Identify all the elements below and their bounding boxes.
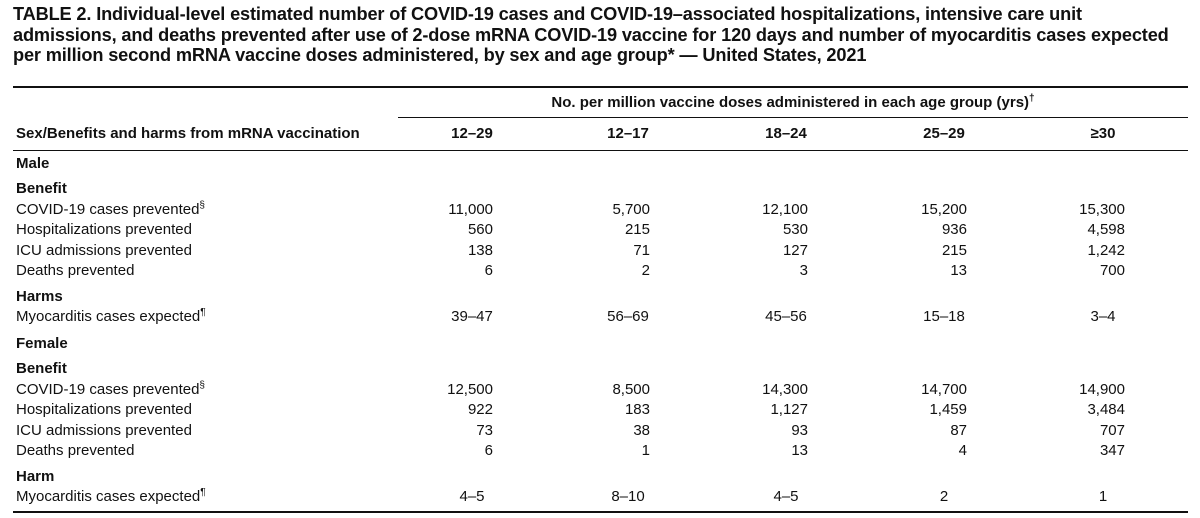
footnote-mark: § xyxy=(199,199,205,211)
table-cell: 530 xyxy=(782,221,808,238)
footnote-mark: § xyxy=(199,379,205,391)
table-cell: 1,127 xyxy=(770,401,808,418)
row-label-text: Deaths prevented xyxy=(16,262,135,279)
table-cell: 4–5 xyxy=(459,488,485,505)
table-cell: 73 xyxy=(476,421,493,439)
table-cell: 2 xyxy=(939,488,949,505)
table-cell: 71 xyxy=(633,241,650,259)
column-spanner-label: No. per million vaccine doses administer… xyxy=(551,94,1030,111)
table-cell: 700 xyxy=(1099,262,1125,279)
section-label: Female xyxy=(16,335,68,352)
row-label-text: ICU admissions prevented xyxy=(16,241,192,259)
table-cell: 1,459 xyxy=(929,401,967,418)
table-cell: 87 xyxy=(950,421,967,439)
table-cell: 560 xyxy=(467,221,493,238)
table-cell: 2 xyxy=(641,262,650,279)
table-cell: 4–5 xyxy=(773,488,799,505)
group-label: Benefit xyxy=(16,360,67,377)
top-rule xyxy=(13,86,1188,88)
table-cell: 8,500 xyxy=(612,380,650,398)
table-cell: 183 xyxy=(624,401,650,418)
row-label: ICU admissions prevented xyxy=(16,242,192,260)
row-label-text: Deaths prevented xyxy=(16,442,135,459)
row-label: ICU admissions prevented xyxy=(16,422,192,440)
table-cell: 38 xyxy=(633,421,650,439)
table-cell: 5,700 xyxy=(612,200,650,218)
table-cell: 13 xyxy=(791,442,808,459)
row-label-text: COVID-19 cases prevented xyxy=(16,200,200,218)
table-cell: 14,300 xyxy=(762,380,808,398)
group-label: Benefit xyxy=(16,180,67,197)
column-header: 12–29 xyxy=(451,125,493,142)
column-spanner-header: No. per million vaccine doses administer… xyxy=(398,94,1188,112)
table-cell: 215 xyxy=(941,241,967,259)
table-cell: 4,598 xyxy=(1087,221,1125,238)
row-label-text: Hospitalizations prevented xyxy=(16,221,192,238)
row-label-text: COVID-19 cases prevented xyxy=(16,380,200,398)
row-label-text: Hospitalizations prevented xyxy=(16,401,192,418)
section-label: Male xyxy=(16,155,50,172)
footnote-mark: † xyxy=(1029,93,1035,104)
table-cell: 15,300 xyxy=(1079,200,1125,218)
row-label: Myocarditis cases expected¶ xyxy=(16,488,206,506)
header-rule xyxy=(13,150,1188,151)
group-label: Harms xyxy=(16,287,63,305)
footnote-mark: ¶ xyxy=(200,487,206,498)
table-cell: 93 xyxy=(791,421,808,439)
table-cell: 138 xyxy=(467,241,493,259)
table-cell: 936 xyxy=(941,221,967,238)
table-cell: 15,200 xyxy=(921,200,967,218)
table-cell: 12,100 xyxy=(762,200,808,218)
table-cell: 3,484 xyxy=(1087,401,1125,418)
table-cell: 15–18 xyxy=(923,308,965,325)
row-label: COVID-19 cases prevented§ xyxy=(16,199,205,219)
footnote-mark: ¶ xyxy=(200,307,206,318)
table-cell: 13 xyxy=(950,262,967,279)
column-header: 25–29 xyxy=(923,125,965,142)
stub-header: Sex/Benefits and harms from mRNA vaccina… xyxy=(16,125,360,142)
table-cell: 347 xyxy=(1099,442,1125,459)
table-cell: 1 xyxy=(641,442,650,459)
table-cell: 11,000 xyxy=(448,200,493,218)
table-cell: 12,500 xyxy=(447,380,493,398)
table-cell: 1 xyxy=(1098,488,1108,505)
table-cell: 56–69 xyxy=(607,308,649,325)
spanner-rule xyxy=(398,117,1188,118)
table-cell: 45–56 xyxy=(765,308,807,325)
bottom-rule xyxy=(13,511,1188,513)
row-label: COVID-19 cases prevented§ xyxy=(16,379,205,399)
table-cell: 922 xyxy=(467,401,493,418)
table-cell: 6 xyxy=(484,262,493,279)
table-cell: 3 xyxy=(799,262,808,279)
row-label: Deaths prevented xyxy=(16,262,134,280)
row-label-text: Myocarditis cases expected xyxy=(16,488,201,505)
row-label: Myocarditis cases expected¶ xyxy=(16,308,206,326)
table-cell: 127 xyxy=(782,241,808,259)
table-cell: 14,900 xyxy=(1079,380,1125,398)
table-cell: 3–4 xyxy=(1090,308,1116,325)
table-title: TABLE 2. Individual-level estimated numb… xyxy=(13,4,1169,65)
row-label: Hospitalizations prevented xyxy=(16,401,192,419)
column-header: ≥30 xyxy=(1090,125,1116,142)
row-label: Hospitalizations prevented xyxy=(16,221,192,239)
table-cell: 215 xyxy=(624,221,650,238)
table-cell: 39–47 xyxy=(451,308,493,325)
table-cell: 4 xyxy=(958,442,967,459)
group-label: Harm xyxy=(16,467,55,485)
table-cell: 8–10 xyxy=(611,488,645,505)
column-header: 18–24 xyxy=(765,125,807,142)
row-label: Deaths prevented xyxy=(16,442,134,460)
table-cell: 14,700 xyxy=(921,380,967,398)
table-cell: 6 xyxy=(484,442,493,459)
table-cell: 1,242 xyxy=(1087,241,1125,259)
row-label-text: ICU admissions prevented xyxy=(16,421,192,439)
row-label-text: Myocarditis cases expected xyxy=(16,308,201,325)
column-header: 12–17 xyxy=(607,125,649,142)
table-cell: 707 xyxy=(1099,421,1125,439)
